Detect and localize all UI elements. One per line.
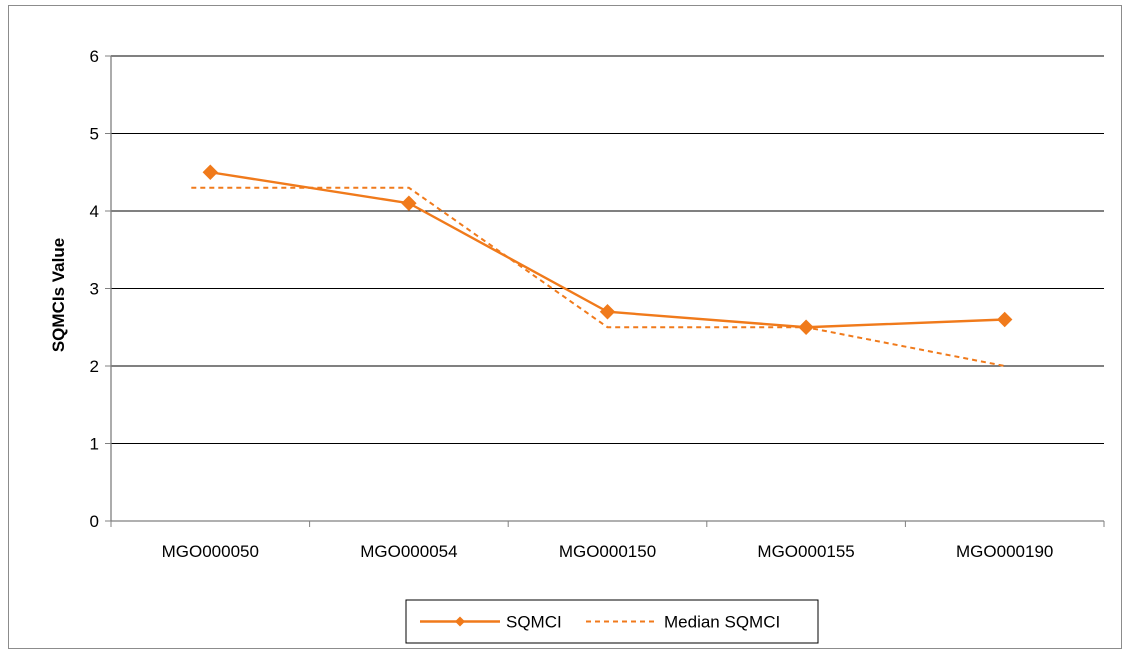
chart-frame bbox=[8, 5, 1122, 649]
legend-label-median: Median SQMCI bbox=[664, 613, 780, 632]
y-axis-title: SQMCIs Value bbox=[49, 238, 68, 352]
x-tick-label: MGO000150 bbox=[559, 542, 656, 561]
data-point bbox=[202, 164, 219, 180]
y-tick-label: 2 bbox=[90, 357, 99, 376]
x-tick-label: MGO000054 bbox=[360, 542, 457, 561]
data-point bbox=[996, 311, 1013, 328]
series-lines bbox=[191, 164, 1013, 367]
series-line-1 bbox=[191, 186, 1005, 367]
y-tick-label: 6 bbox=[90, 47, 99, 66]
x-tick-label: MGO000155 bbox=[757, 542, 854, 561]
data-point bbox=[599, 304, 616, 320]
axes: 0 1 2 3 4 5 6 MGO000050 MGO000054 MGO000150 MGO000… bbox=[90, 47, 1105, 561]
data-point bbox=[401, 195, 417, 211]
y-tick-label: 3 bbox=[90, 280, 99, 299]
x-tick-label: MGO000050 bbox=[162, 542, 259, 561]
legend-label-sqmci: SQMCI bbox=[506, 613, 562, 632]
y-tick-label: 4 bbox=[90, 202, 99, 221]
legend: SQMCI Median SQMCI bbox=[405, 599, 819, 644]
y-tick-label: 1 bbox=[90, 435, 99, 454]
gridlines bbox=[111, 55, 1104, 444]
y-tick-label: 0 bbox=[90, 512, 99, 531]
y-tick-label: 5 bbox=[90, 125, 99, 144]
legend-marker-sqmci bbox=[455, 616, 465, 627]
series-line-0 bbox=[210, 171, 1005, 329]
x-tick-label: MGO000190 bbox=[956, 542, 1053, 561]
